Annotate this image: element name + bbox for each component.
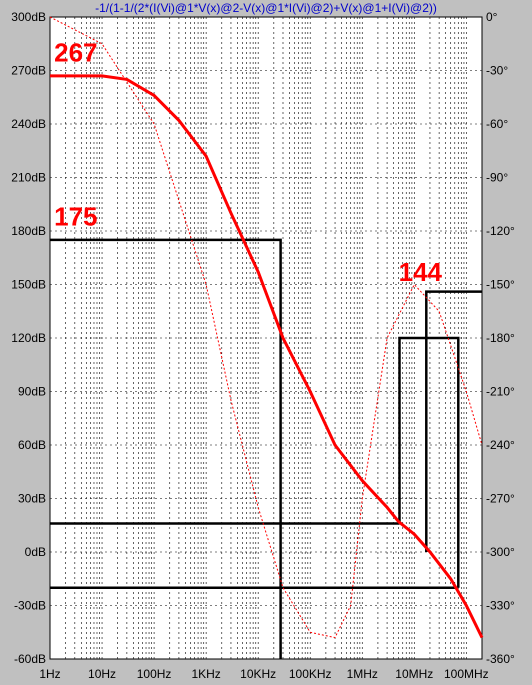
series-group [49,16,484,639]
left-tick-label: -30dB [14,599,46,613]
marker-line [398,336,460,588]
right-tick-label: -180° [486,331,515,345]
value-annotation: 267 [54,38,97,68]
left-tick-label: 90dB [18,385,46,399]
left-tick-label: 300dB [11,10,46,24]
left-tick-label: 150dB [11,278,46,292]
x-tick-label: 100KHz [289,667,332,681]
x-tick-label: 1Hz [39,667,60,681]
right-tick-label: -150° [486,278,515,292]
axes: 1Hz 10Hz 100Hz 1KHz 10KHz 100KHz 1MHz 10MHz 100M… [11,10,515,681]
value-annotation: 144 [399,257,443,287]
annotations: 267 175 144 [54,38,442,287]
right-tick-label: -240° [486,438,515,452]
x-tick-label: 10Hz [88,667,116,681]
x-tick-label: 1MHz [347,667,378,681]
left-tick-label: 180dB [11,224,46,238]
chart-title: -1/(1-1/(2*(I(Vi)@1*V(x)@2-V(x)@1*I(Vi)@… [95,1,437,15]
marker-line [50,238,282,659]
marker-lines [50,238,482,659]
right-tick-label: -330° [486,599,515,613]
right-tick-label: 0° [486,10,498,24]
x-tick-label: 100MHz [444,667,489,681]
left-tick-label: 210dB [11,171,46,185]
right-tick-label: -90° [486,171,508,185]
x-tick-label: 100Hz [137,667,172,681]
x-tick-label: 1KHz [191,667,220,681]
left-tick-label: 270dB [11,64,46,78]
right-tick-label: -360° [486,652,515,666]
right-tick-label: -270° [486,492,515,506]
left-tick-label: 240dB [11,117,46,131]
right-tick-label: -60° [486,117,508,131]
left-tick-label: -60dB [14,652,46,666]
marker-line [425,290,482,552]
left-tick-label: 120dB [11,331,46,345]
left-tick-label: 0dB [25,545,46,559]
x-tick-label: 10MHz [395,667,433,681]
right-tick-label: -300° [486,545,515,559]
x-tick-label: 10KHz [240,667,276,681]
left-tick-label: 60dB [18,438,46,452]
left-tick-label: 30dB [18,492,46,506]
phase-line [49,16,483,639]
right-tick-label: -120° [486,224,515,238]
value-annotation: 175 [54,202,97,232]
magnitude-line [50,74,484,639]
right-tick-label: -30° [486,64,508,78]
right-tick-label: -210° [486,385,515,399]
